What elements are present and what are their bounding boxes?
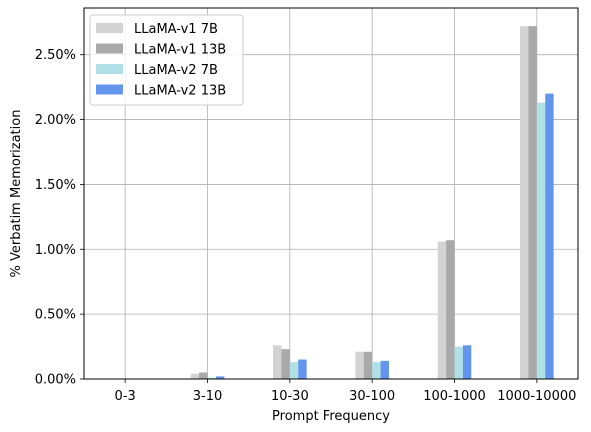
legend-swatch — [96, 84, 123, 95]
y-axis-label: % Verbatim Memorization — [9, 110, 24, 278]
bar — [528, 26, 537, 380]
bar — [281, 349, 290, 379]
bar — [372, 362, 381, 379]
bar — [437, 241, 447, 379]
legend: LLaMA-v1 7B LLaMA-v1 13B LLaMA-v2 7B LLaMA-… — [89, 14, 244, 106]
bar — [545, 93, 554, 379]
bar — [298, 359, 307, 379]
bar — [215, 376, 225, 379]
legend-label: LLaMA-v1 13B — [134, 43, 226, 58]
bars — [190, 26, 554, 380]
bar — [536, 102, 546, 379]
legend-box — [89, 14, 244, 106]
y-axis: 0.00% 0.50% 1.00% 1.50% 2.00% 2.50% — [35, 48, 84, 388]
legend-swatch — [96, 43, 123, 54]
bar — [355, 351, 364, 379]
legend-label: LLaMA-v2 7B — [134, 63, 218, 78]
bar — [199, 372, 208, 379]
bar — [289, 362, 299, 379]
y-tick-label: 2.00% — [35, 113, 76, 128]
x-tick-label: 0-3 — [115, 389, 136, 404]
y-tick-label: 2.50% — [35, 48, 76, 63]
bar — [520, 26, 529, 380]
legend-label: LLaMA-v1 7B — [134, 22, 218, 37]
x-tick-label: 100-1000 — [423, 389, 486, 404]
legend-label: LLaMA-v2 13B — [134, 84, 226, 99]
plot-area — [83, 7, 579, 380]
y-tick-label: 0.50% — [35, 308, 76, 323]
y-tick-label: 1.50% — [35, 178, 76, 193]
bar — [446, 240, 455, 379]
x-axis: 0-3 3-10 10-30 30-100 100-1000 1000-10000 — [115, 379, 576, 404]
bar — [363, 351, 373, 379]
x-axis-label: Prompt Frequency — [272, 409, 390, 424]
bar — [462, 345, 472, 379]
x-tick-label: 3-10 — [193, 389, 223, 404]
x-tick-label: 10-30 — [271, 389, 309, 404]
bar — [454, 346, 463, 379]
bar — [207, 377, 216, 379]
bar — [273, 345, 282, 379]
bar — [190, 373, 200, 379]
legend-swatch — [96, 23, 123, 33]
x-tick-label: 30-100 — [349, 389, 395, 404]
y-tick-label: 1.00% — [35, 243, 76, 258]
bar — [380, 360, 389, 379]
x-tick-label: 1000-10000 — [497, 389, 576, 404]
y-tick-label: 0.00% — [35, 373, 76, 388]
legend-swatch — [96, 64, 123, 74]
